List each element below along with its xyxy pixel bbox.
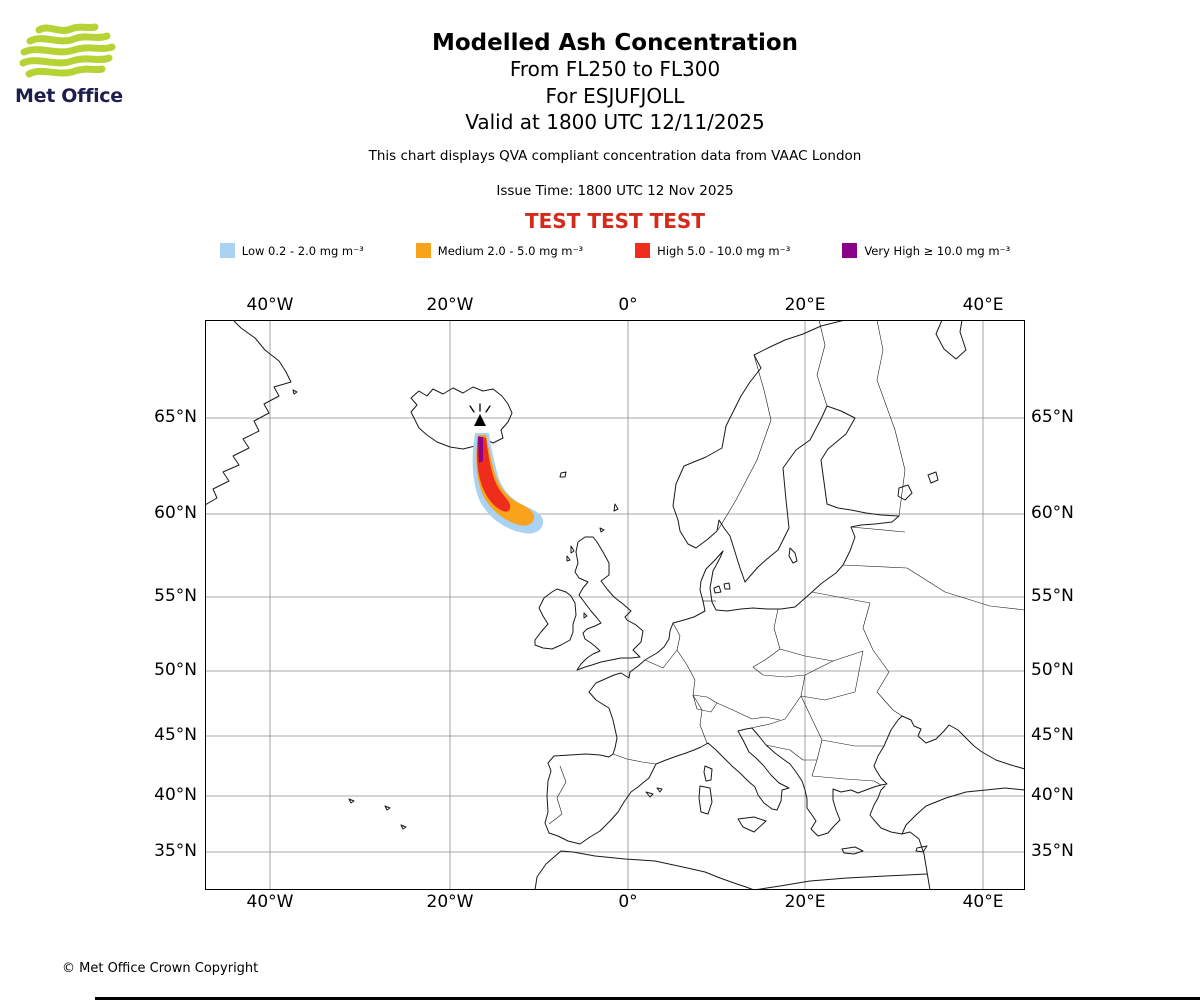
orkney-islands [599,527,605,533]
lon-label: 40°E [962,892,1004,912]
met-office-wordmark: Met Office [15,85,123,107]
lat-label: 40°N [1031,785,1074,805]
corsica-island [703,765,713,782]
hebrides-islands [570,545,575,554]
legend-label-medium: Medium 2.0 - 5.0 mg m⁻³ [437,243,584,258]
balearic-island [645,791,654,798]
lon-label: 20°W [426,295,474,315]
lat-label: 65°N [154,407,197,427]
azores-island [384,805,391,811]
cyprus-island [915,845,928,853]
plume-very-high [478,437,483,463]
chart-header: Modelled Ash Concentration From FL250 to… [205,30,1025,233]
danish-island [723,582,731,590]
lon-label: 40°E [962,295,1004,315]
north-africa-coast-west [534,850,755,890]
shetland-islands [613,503,619,512]
flight-level-range: From FL250 to FL300 [509,57,721,81]
grid-lines [205,320,1025,890]
map-border [205,320,1025,890]
lat-label: 55°N [154,586,197,606]
legend-item-very-high: Very High ≥ 10.0 mg m⁻³ [842,243,1010,258]
white-sea-coast [935,320,967,360]
country-borders [548,320,1025,825]
bottom-edge-bar [95,997,1200,1000]
lat-label: 50°N [154,660,197,680]
legend-label-high: High 5.0 - 10.0 mg m⁻³ [657,243,791,258]
legend-label-very-high: Very High ≥ 10.0 mg m⁻³ [864,243,1011,258]
plume-high [477,436,511,512]
crete-island [841,846,864,855]
volcano-icon [469,403,491,426]
greenland-coast [205,320,292,506]
lon-label: 20°E [784,295,826,315]
ash-plume [472,433,544,534]
met-office-logo-waves-icon [19,23,116,78]
azores-island [400,824,407,830]
turkey-coast [869,785,1025,835]
valid-time: Valid at 1800 UTC 12/11/2025 [465,110,765,134]
map-canvas [205,320,1025,890]
lon-label: 0° [618,295,638,315]
continental-europe-coast [544,515,1025,845]
lat-label: 40°N [154,785,197,805]
lat-label: 65°N [1031,407,1074,427]
gotland-island [788,547,798,564]
levant-coast [901,831,931,890]
lat-label: 45°N [154,725,197,745]
lat-label: 60°N [1031,503,1074,523]
faroe-islands [559,471,567,478]
lat-label: 35°N [154,841,197,861]
ireland-coast [534,588,577,650]
lat-label: 45°N [1031,725,1074,745]
volcano-name: For ESJUFJOLL [545,83,685,108]
iceland-coast [410,386,513,450]
legend-swatch-low [219,243,235,258]
zealand-island [713,585,722,594]
lon-label: 20°E [784,892,826,912]
lat-label: 35°N [1031,841,1074,861]
sicily-island [737,816,767,833]
chart-title: Modelled Ash Concentration [431,30,799,56]
coastlines [205,320,1025,890]
legend-item-high: High 5.0 - 10.0 mg m⁻³ [635,243,790,258]
concentration-legend: Low 0.2 - 2.0 mg m⁻³ Medium 2.0 - 5.0 mg… [150,243,1080,258]
great-britain-coast [574,536,644,671]
issue-time: Issue Time: 1800 UTC 12 Nov 2025 [496,182,734,199]
hebrides-islands [566,555,571,562]
lat-label: 55°N [1031,586,1074,606]
lon-label: 20°W [426,892,474,912]
lon-label: 40°W [246,295,294,315]
greenland-islet [292,389,298,395]
lake-onega [927,471,939,484]
test-banner: TEST TEST TEST [525,208,705,233]
scandinavia-coast [672,320,900,583]
legend-item-low: Low 0.2 - 2.0 mg m⁻³ [219,243,364,258]
copyright-notice: © Met Office Crown Copyright [62,961,259,976]
sardinia-island [698,785,713,815]
legend-swatch-medium [415,243,431,258]
balearic-island [656,787,663,793]
legend-swatch-high [635,243,651,258]
lat-label: 60°N [154,503,197,523]
lon-label: 40°W [246,892,294,912]
qva-compliance-note: This chart displays QVA compliant concen… [368,147,862,164]
lat-label: 50°N [1031,660,1074,680]
legend-item-medium: Medium 2.0 - 5.0 mg m⁻³ [415,243,584,258]
legend-swatch-very-high [842,243,858,258]
north-africa-coast-east [753,873,928,890]
isle-of-man [583,612,588,619]
legend-label-low: Low 0.2 - 2.0 mg m⁻³ [241,243,364,258]
plume-medium [476,435,535,526]
met-office-logo: Met Office [15,22,135,107]
lon-label: 0° [618,892,638,912]
lake-ladoga [897,484,913,501]
azores-island [348,798,355,804]
